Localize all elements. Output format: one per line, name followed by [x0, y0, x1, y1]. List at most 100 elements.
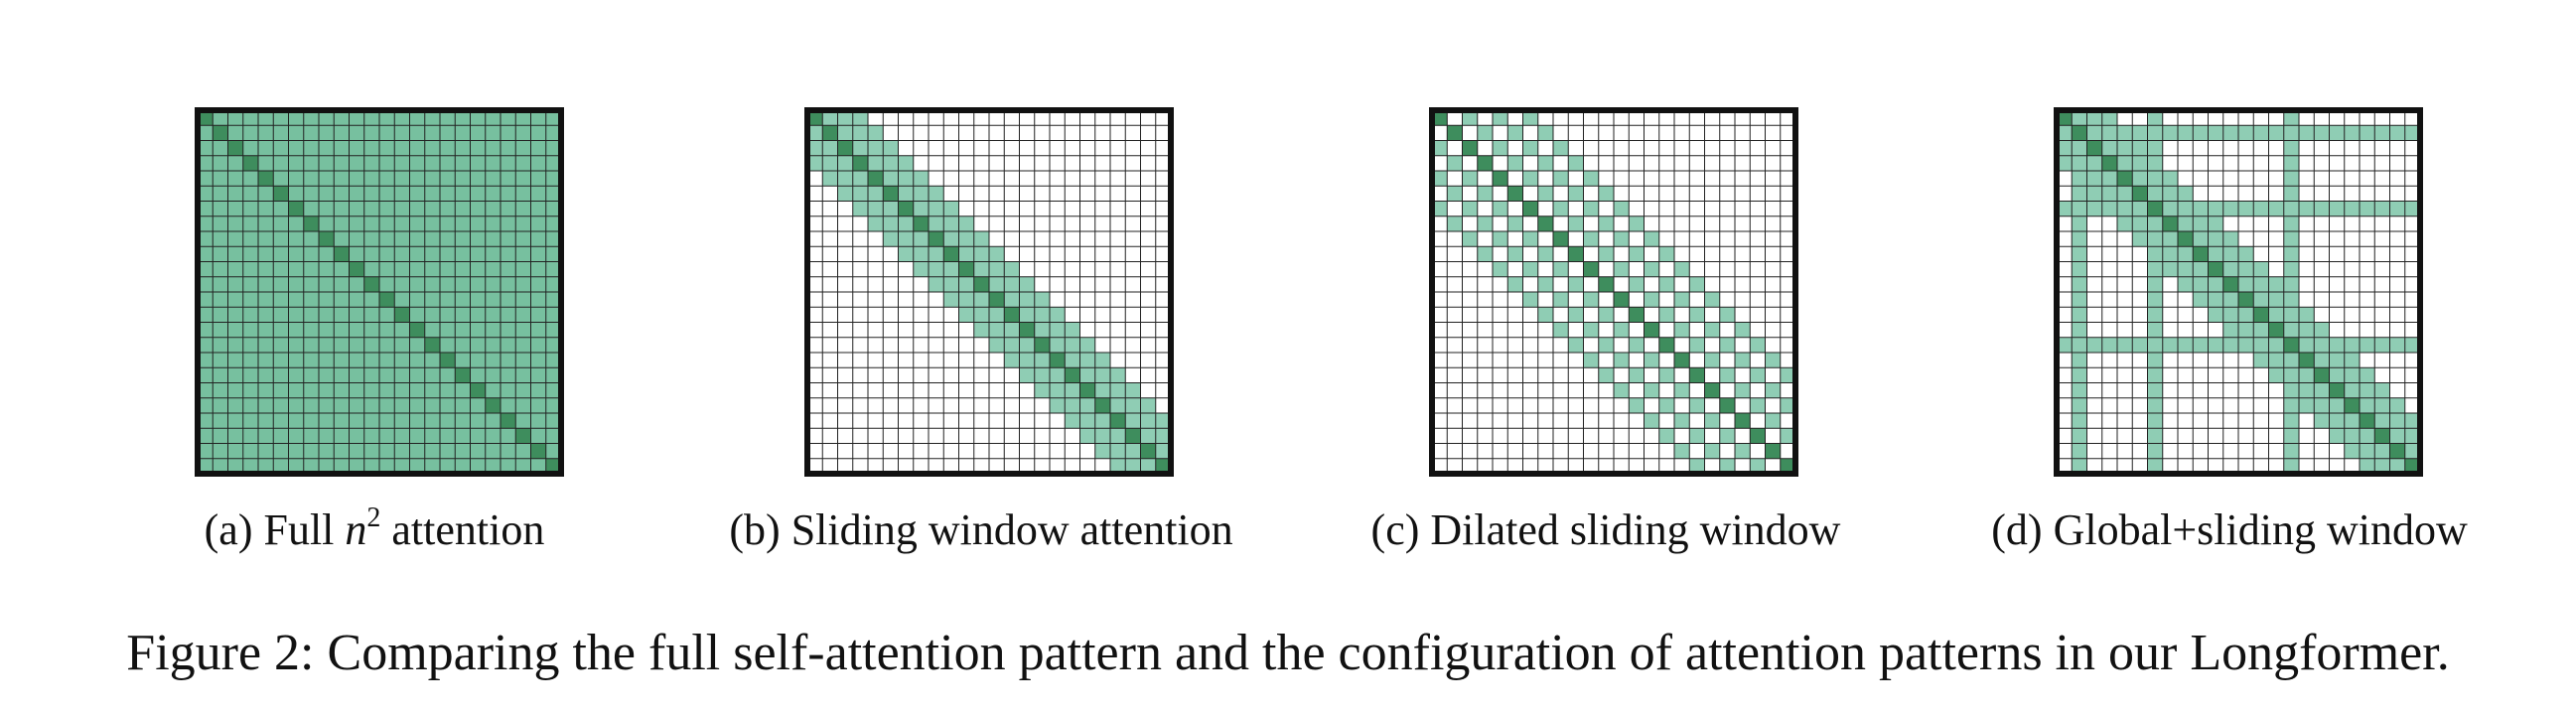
attention-cell: [273, 140, 289, 157]
attention-cell: [958, 292, 975, 308]
attention-cell: [258, 428, 274, 444]
attention-cell: [242, 413, 259, 429]
attention-cell: [1553, 322, 1569, 339]
attention-cell: [273, 186, 289, 202]
attention-cell: [1614, 201, 1630, 217]
attention-cell: [198, 458, 214, 475]
attention-cell: [394, 215, 410, 232]
attention-cell: [2404, 125, 2421, 141]
attention-cell: [394, 201, 410, 217]
attention-cell: [515, 458, 531, 475]
attention-cell: [2193, 337, 2209, 354]
attention-cell: [440, 246, 456, 262]
attention-cell: [1553, 140, 1569, 157]
attention-cell: [2132, 125, 2148, 141]
attention-cell: [409, 322, 426, 339]
attention-cell: [424, 276, 441, 293]
attention-cell: [1019, 337, 1036, 354]
attention-cell: [868, 155, 884, 172]
attention-cell: [2072, 458, 2087, 475]
attention-cell: [455, 246, 471, 262]
attention-cell: [258, 125, 274, 141]
attention-cell: [2086, 186, 2103, 202]
attention-cell: [409, 110, 426, 126]
attention-cell: [2193, 215, 2209, 232]
attention-cell: [2360, 458, 2375, 475]
attention-cell: [319, 155, 335, 172]
attention-cell: [334, 110, 350, 126]
attention-cell: [545, 413, 562, 429]
attention-cell: [334, 155, 350, 172]
attention-cell: [1658, 276, 1675, 293]
attention-cell: [1034, 322, 1051, 339]
attention-cell: [470, 367, 487, 383]
attention-cell: [485, 201, 501, 217]
attention-cell: [2374, 443, 2390, 460]
attention-cell: [440, 322, 456, 339]
attention-cell: [1719, 397, 1736, 414]
attention-cell: [1447, 125, 1463, 141]
attention-cell: [379, 276, 395, 293]
matrix-border: [1429, 107, 1798, 477]
attention-cell: [2283, 140, 2300, 157]
attention-cell: [2101, 186, 2118, 202]
attention-cell: [2374, 428, 2390, 444]
attention-cell: [1447, 215, 1463, 232]
attention-cell: [379, 155, 395, 172]
attention-cell: [1079, 413, 1096, 429]
attention-cell: [409, 428, 426, 444]
attention-cell: [273, 353, 289, 368]
attention-cell: [2147, 382, 2164, 399]
attention-cell: [1568, 276, 1584, 293]
attention-cell: [2314, 337, 2330, 354]
attention-cell: [258, 215, 274, 232]
attention-cell: [227, 307, 244, 323]
attention-cell: [1644, 382, 1660, 399]
attention-cell: [455, 125, 471, 141]
attention-cell: [2299, 322, 2315, 339]
attention-cell: [424, 171, 441, 187]
attention-cell: [2238, 246, 2254, 262]
attention-cell: [349, 413, 365, 429]
attention-cell: [2222, 246, 2239, 262]
attention-cell: [943, 231, 959, 247]
attention-cell: [2253, 337, 2269, 354]
attention-cell: [2283, 443, 2300, 460]
attention-cell: [883, 171, 899, 187]
attention-cell: [409, 155, 426, 172]
attention-cell: [2253, 353, 2269, 368]
attention-cell: [485, 215, 501, 232]
attention-cell: [515, 261, 531, 278]
attention-cell: [2389, 125, 2406, 141]
attention-cell: [303, 413, 320, 429]
attention-cell: [515, 125, 531, 141]
attention-cell: [455, 201, 471, 217]
attention-cell: [530, 276, 547, 293]
attention-cell: [1462, 110, 1479, 126]
attention-cell: [883, 231, 899, 247]
attention-cell: [1704, 353, 1721, 368]
attention-cell: [1050, 353, 1066, 368]
attention-cell: [288, 215, 305, 232]
attention-cell: [1704, 322, 1721, 339]
attention-cell: [440, 261, 456, 278]
attention-cell: [545, 125, 562, 141]
attention-cell: [1583, 292, 1600, 308]
attention-cell: [319, 110, 335, 126]
attention-cell: [288, 322, 305, 339]
attention-cell: [973, 276, 990, 293]
attention-cell: [501, 292, 516, 308]
attention-cell: [2360, 201, 2375, 217]
attention-cell: [363, 276, 380, 293]
attention-cell: [319, 186, 335, 202]
attention-cell: [2162, 215, 2179, 232]
attention-cell: [515, 140, 531, 157]
attention-cell: [2147, 413, 2164, 429]
attention-cell: [485, 413, 501, 429]
attention-cell: [242, 367, 259, 383]
attention-cell: [1735, 322, 1751, 339]
attention-cell: [501, 171, 516, 187]
attention-cell: [470, 337, 487, 354]
attention-cell: [319, 171, 335, 187]
attention-cell: [1674, 443, 1690, 460]
